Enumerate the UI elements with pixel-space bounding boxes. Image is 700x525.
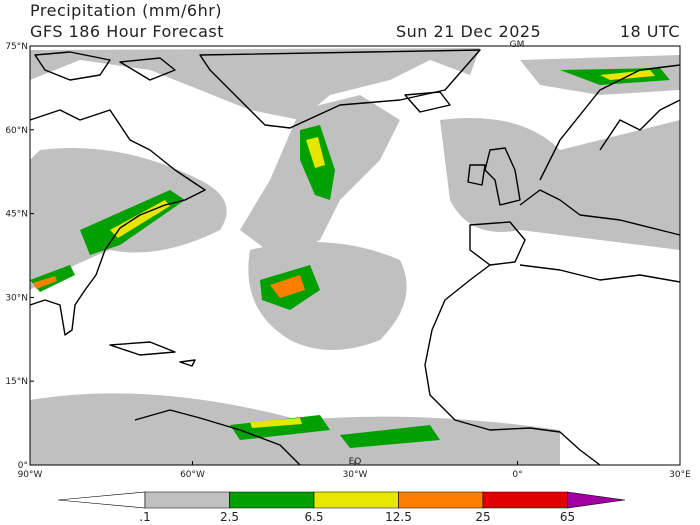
longitude-label: 30°E (669, 470, 691, 480)
precip-fields (30, 48, 680, 465)
coastline (34, 51, 176, 81)
legend-label: 6.5 (304, 510, 323, 524)
legend-swatch (567, 491, 626, 509)
coastline (404, 91, 451, 113)
subtitle: GFS 186 Hour Forecast (30, 22, 224, 41)
coastline (539, 64, 681, 181)
coastlines (29, 49, 681, 466)
coastline (29, 109, 206, 336)
precip-area (33, 276, 57, 289)
map-area: GM EQ (29, 40, 681, 467)
map-axes: 75°N60°N45°N30°N15°N0°90°W 60°W 30°W 0° 30°E (5, 42, 691, 480)
coastline (467, 147, 521, 206)
legend-label: 12.5 (385, 510, 412, 524)
precip-area (600, 70, 655, 80)
latitude-label: 60°N (5, 126, 28, 136)
longitude-label: 90°W (18, 470, 43, 480)
legend-swatch (57, 491, 146, 509)
latitude-label: 15°N (5, 377, 28, 387)
coastline (199, 49, 481, 129)
color-legend: .1 2.5 6.5 12.5 25 65 (57, 491, 626, 524)
latitude-label: 0° (18, 461, 28, 471)
legend-label: 25 (475, 510, 490, 524)
legend-label: .1 (139, 510, 150, 524)
latitude-label: 45°N (5, 210, 28, 220)
coastline (109, 341, 301, 466)
latitude-label: 30°N (5, 293, 28, 303)
precip-area (250, 418, 302, 428)
meridian-marker: GM (510, 40, 525, 50)
longitude-label: 0° (512, 470, 522, 480)
legend-label: 2.5 (220, 510, 239, 524)
legend-swatch (313, 491, 399, 509)
longitude-label: 60°W (180, 470, 205, 480)
legend-swatch (229, 491, 315, 509)
legend-swatch (144, 491, 230, 509)
legend-swatch (482, 491, 568, 509)
precip-area (30, 48, 480, 120)
time: 18 UTC (620, 22, 680, 41)
date: Sun 21 Dec 2025 (396, 22, 541, 41)
coastline (469, 189, 681, 266)
latitude-label: 75°N (5, 42, 28, 52)
longitude-label: 30°W (343, 470, 368, 480)
title: Precipitation (mm/6hr) (30, 1, 222, 20)
precip-area (248, 242, 407, 350)
coastline (424, 264, 681, 466)
precip-area (306, 137, 325, 168)
legend-swatch (398, 491, 484, 509)
precip-area (270, 275, 305, 298)
precip-area (440, 118, 680, 250)
legend-label: 65 (560, 510, 575, 524)
